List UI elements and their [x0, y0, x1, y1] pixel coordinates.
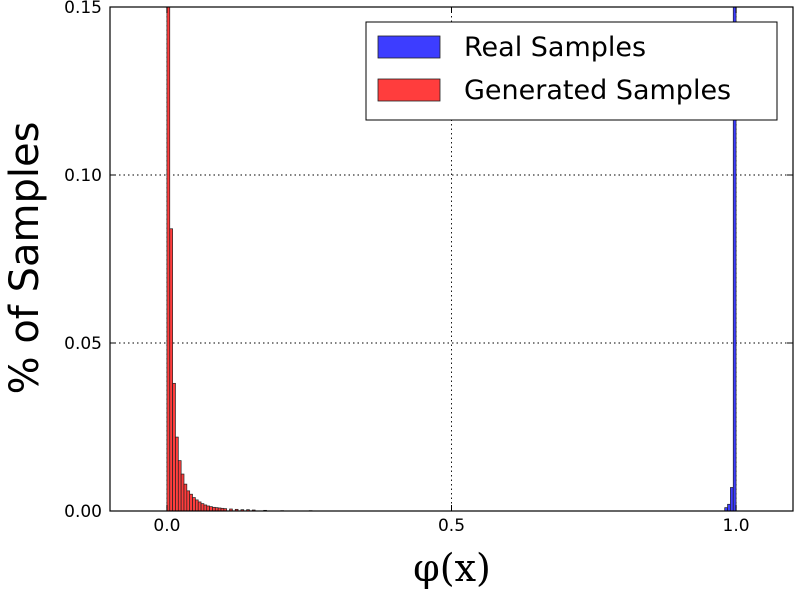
series-1-bars: [166, 7, 313, 511]
histogram-bar: [166, 7, 171, 511]
legend: Real Samples Generated Samples: [365, 21, 778, 121]
histogram-bar: [186, 490, 191, 511]
legend-label-0: Real Samples: [464, 32, 646, 63]
histogram-bar: [175, 436, 179, 511]
histogram-bar: [183, 483, 188, 511]
histogram-bar: [209, 506, 213, 511]
histogram-bar: [727, 503, 731, 511]
histogram-bar: [169, 228, 173, 511]
histogram-bar: [197, 501, 202, 511]
histogram-bar: [189, 493, 193, 511]
legend-swatch-1: [377, 78, 441, 102]
y-tick-label: 0.05: [64, 334, 102, 354]
x-tick-label: 0.5: [438, 516, 465, 536]
histogram-bar: [730, 487, 734, 511]
histogram-bar: [172, 382, 176, 511]
histogram-bar: [195, 499, 199, 511]
legend-box: [365, 21, 778, 121]
histogram-bar: [177, 460, 182, 511]
histogram-bar: [234, 508, 239, 511]
histogram-bar: [203, 504, 208, 511]
histogram-bar: [240, 509, 245, 511]
y-tick-label: 0.10: [64, 166, 102, 186]
y-tick-label: 0.00: [64, 502, 102, 522]
histogram-bar: [180, 473, 185, 511]
histogram-bar: [192, 497, 196, 511]
histogram-bar: [200, 503, 205, 511]
legend-swatch-0: [377, 35, 441, 59]
histogram-bar: [246, 509, 250, 511]
axes: 0.0 0.5 1.0 0.00 0.05 0.10 0.15: [64, 0, 794, 536]
x-axis-title: φ(x): [413, 546, 491, 590]
histogram-bar: [206, 505, 210, 511]
series-0-bars: [724, 7, 737, 511]
histogram-bar: [223, 508, 228, 511]
plot-area: [166, 7, 737, 511]
x-tick-label: 0.0: [153, 516, 180, 536]
x-tick-label: 1.0: [723, 516, 750, 536]
legend-label-1: Generated Samples: [464, 75, 731, 106]
y-tick-label: 0.15: [64, 0, 102, 18]
y-axis-title: % of Samples: [2, 122, 48, 395]
histogram-bar: [732, 7, 737, 511]
histogram-bar: [229, 508, 233, 511]
